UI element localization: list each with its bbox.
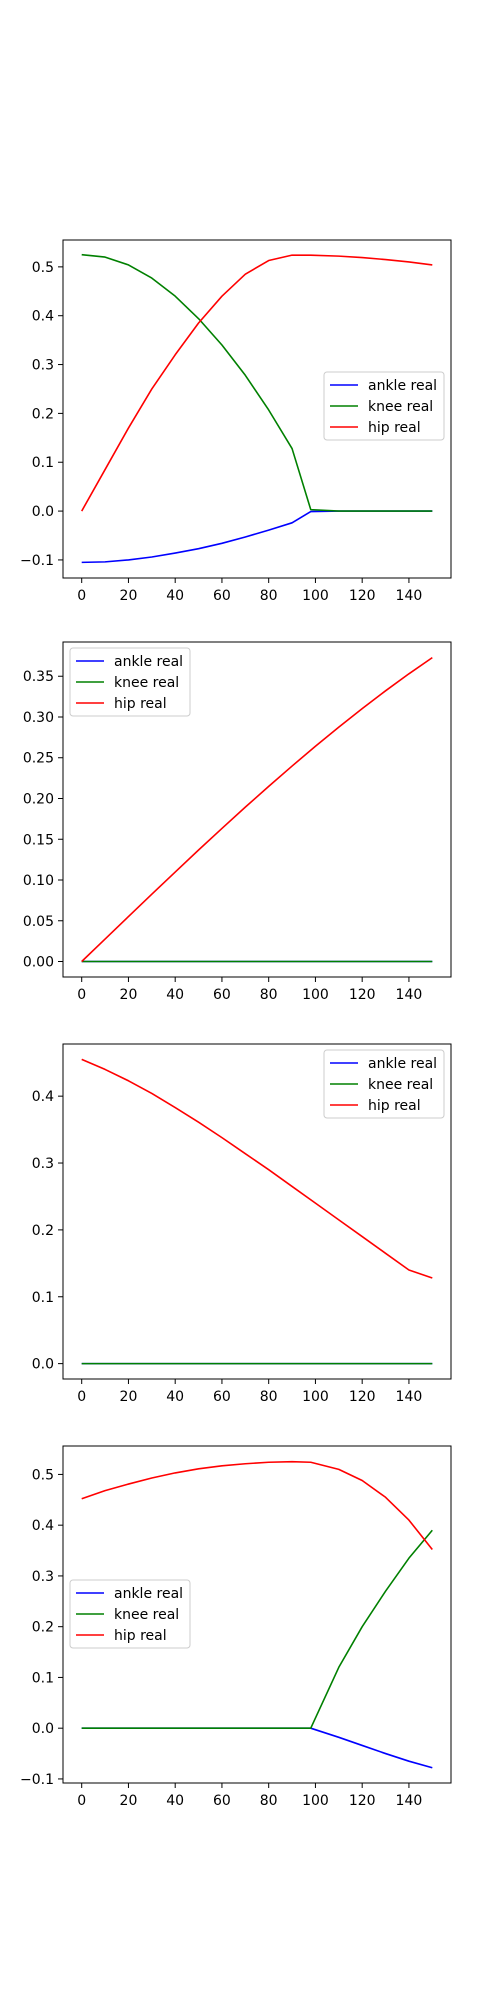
y-tick-label: 0.3 (32, 1156, 54, 1172)
y-tick-label: 0.4 (32, 1518, 54, 1534)
y-tick-label: 0.0 (32, 1721, 54, 1737)
x-tick-label: 60 (213, 1389, 231, 1405)
x-tick-label: 20 (120, 1793, 138, 1809)
x-tick-label: 20 (120, 588, 138, 604)
axes-frame (62, 1445, 452, 1784)
x-tick-label: 0 (77, 588, 86, 604)
y-tick-label: 0.0 (32, 1357, 54, 1373)
y-tick-label: 0.2 (32, 1620, 54, 1636)
y-tick-label: 0.25 (23, 751, 54, 767)
series-line-knee-real (81, 253, 433, 512)
x-tick-label: 40 (166, 987, 184, 1003)
x-tick-label: 20 (120, 1389, 138, 1405)
series-line-ankle-real (81, 510, 433, 564)
x-tick-label: 100 (302, 1793, 329, 1809)
series-line-hip-real (81, 1460, 433, 1551)
x-tick-label: 40 (166, 588, 184, 604)
y-tick-label: 0.5 (32, 260, 54, 276)
y-tick-label: 0.05 (23, 914, 54, 930)
y-tick-label: 0.4 (32, 1089, 54, 1105)
x-tick-label: 100 (302, 588, 329, 604)
chart-panel-3: 0 20 40 60 80 100 120 140 0.0 0.1 0.2 0.3 0.4 ankle r… (32, 1043, 452, 1405)
y-tick-label: 0.3 (32, 1569, 54, 1585)
y-tick-label: 0.3 (32, 358, 54, 374)
y-tick-label: 0.2 (32, 1223, 54, 1239)
x-tick-label: 100 (302, 1389, 329, 1405)
legend-label: knee real (368, 1077, 433, 1093)
y-tick-label: −0.1 (20, 553, 54, 569)
x-tick-label: 0 (77, 1389, 86, 1405)
chart-panel-1: 0 20 40 60 80 100 120 140 −0.1 0.0 0.1 0.2 0.3 0.4 0.5… (20, 239, 452, 604)
y-tick-label: 0.0 (32, 504, 54, 520)
x-tick-label: 120 (349, 588, 376, 604)
y-tick-label: 0.10 (23, 873, 54, 889)
x-tick-label: 80 (260, 1389, 278, 1405)
x-tick-label: 140 (396, 987, 423, 1003)
legend: ankle real knee real hip real (69, 1579, 191, 1649)
y-tick-label: 0.30 (23, 710, 54, 726)
y-tick-label: 0.1 (32, 1290, 54, 1306)
x-tick-label: 80 (260, 1793, 278, 1809)
y-tick-label: 0.20 (23, 791, 54, 807)
x-tick-label: 60 (213, 1793, 231, 1809)
axes-frame (62, 1043, 452, 1380)
legend-label: ankle real (368, 1056, 437, 1072)
y-tick-label: 0.00 (23, 955, 54, 971)
legend-label: knee real (114, 675, 179, 691)
x-tick-label: 140 (396, 1389, 423, 1405)
legend-box (69, 1579, 191, 1649)
series-line-hip-real (81, 1058, 433, 1279)
x-tick-label: 40 (166, 1389, 184, 1405)
legend-box (323, 371, 445, 441)
legend-label: ankle real (114, 654, 183, 670)
legend-label: knee real (114, 1607, 179, 1623)
x-tick-label: 140 (396, 588, 423, 604)
y-tick-label: 0.1 (32, 1670, 54, 1686)
legend-label: hip real (368, 1098, 421, 1114)
y-tick-label: 0.5 (32, 1467, 54, 1483)
legend-box (69, 647, 191, 717)
x-tick-label: 0 (77, 987, 86, 1003)
x-tick-label: 80 (260, 588, 278, 604)
chart-panel-4: 0 20 40 60 80 100 120 140 −0.1 0.0 0.1 0.2 0.3 0.4 0.5… (20, 1445, 452, 1809)
series-line-knee-real (81, 1529, 433, 1729)
legend-label: knee real (368, 399, 433, 415)
x-tick-label: 120 (349, 987, 376, 1003)
y-tick-label: 0.1 (32, 455, 54, 471)
legend: ankle real knee real hip real (323, 1049, 445, 1119)
x-tick-label: 40 (166, 1793, 184, 1809)
series-line-hip-real (81, 254, 433, 512)
legend: ankle real knee real hip real (323, 371, 445, 441)
x-tick-label: 120 (349, 1389, 376, 1405)
y-tick-label: −0.1 (20, 1772, 54, 1788)
x-tick-label: 0 (77, 1793, 86, 1809)
y-tick-label: 0.15 (23, 832, 54, 848)
axes-frame (62, 641, 452, 978)
legend-label: hip real (114, 696, 167, 712)
x-tick-label: 140 (396, 1793, 423, 1809)
legend-label: hip real (114, 1628, 167, 1644)
y-tick-label: 0.4 (32, 309, 54, 325)
y-tick-label: 0.2 (32, 406, 54, 422)
x-tick-label: 80 (260, 987, 278, 1003)
legend-label: hip real (368, 420, 421, 436)
series-line-hip-real (81, 656, 433, 963)
x-tick-label: 60 (213, 987, 231, 1003)
legend-box (323, 1049, 445, 1119)
legend-label: ankle real (114, 1586, 183, 1602)
y-tick-label: 0.35 (23, 669, 54, 685)
x-tick-label: 100 (302, 987, 329, 1003)
axes-frame (62, 239, 452, 579)
x-tick-label: 20 (120, 987, 138, 1003)
chart-panel-2: 0 20 40 60 80 100 120 140 0.00 0.05 0.10 0.15 0.20 0.… (23, 641, 452, 1003)
x-tick-label: 120 (349, 1793, 376, 1809)
legend-label: ankle real (368, 378, 437, 394)
legend: ankle real knee real hip real (69, 647, 191, 717)
series-line-ankle-real (81, 1727, 433, 1769)
x-tick-label: 60 (213, 588, 231, 604)
